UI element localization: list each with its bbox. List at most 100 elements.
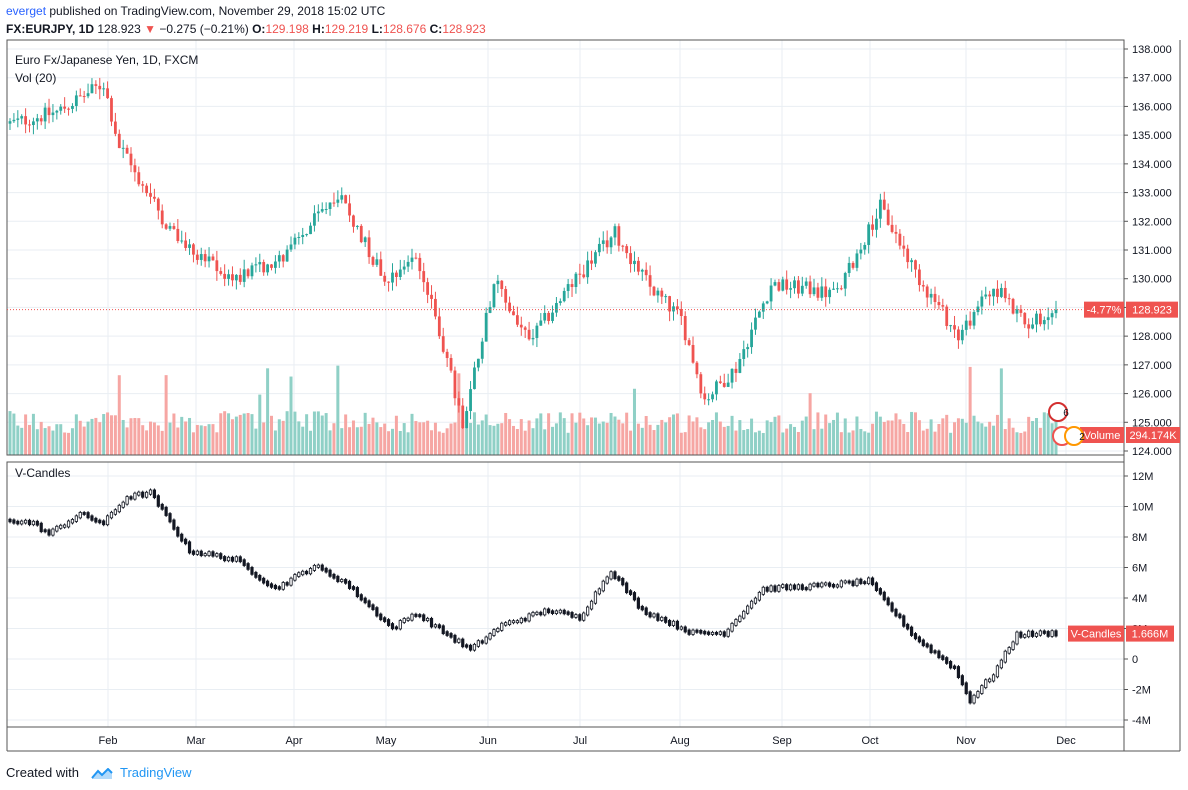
chart-area[interactable]: 138.000 137.000 136.000 135.000 134.000 133.0… xyxy=(0,0,1188,760)
price-candle-body xyxy=(35,118,39,122)
price-candle-body xyxy=(582,274,586,278)
volume-bar xyxy=(781,432,785,455)
price-candle-body xyxy=(188,244,191,248)
vcandle-body xyxy=(293,574,297,581)
vcandle-body xyxy=(449,633,453,638)
volume-bar xyxy=(511,425,515,455)
vcandle-body xyxy=(437,624,441,629)
volume-bar xyxy=(367,423,371,455)
volume-bar xyxy=(355,427,359,455)
vcandle-body xyxy=(305,570,309,575)
volume-bar xyxy=(188,417,192,455)
price-candle-body xyxy=(644,269,648,276)
price-candle-body xyxy=(410,257,414,262)
tradingview-link[interactable]: TradingView xyxy=(120,765,192,780)
price-candle-body xyxy=(98,85,102,90)
price-candle-body xyxy=(882,199,886,210)
vcandle-body xyxy=(1030,630,1035,637)
vcandle-body xyxy=(632,592,637,601)
price-candle-body xyxy=(648,275,652,287)
volume-bar xyxy=(1050,423,1054,455)
price-candle-body xyxy=(90,84,94,94)
price-candle-body xyxy=(816,287,820,298)
volume-bar xyxy=(714,412,718,455)
vcandle-body xyxy=(1050,630,1054,637)
event-marker-icon[interactable] xyxy=(1048,402,1068,422)
volume-bar xyxy=(465,411,469,455)
price-candle-body xyxy=(992,288,995,297)
volume-bar xyxy=(863,431,867,455)
vcandle-body xyxy=(359,594,363,601)
vcandle-body xyxy=(636,597,640,609)
vcandle-body xyxy=(964,682,968,695)
vcandle-body xyxy=(886,597,890,606)
vcandle-body xyxy=(656,613,660,621)
vcandle-body xyxy=(94,517,98,523)
vcandle-body xyxy=(753,597,758,604)
volume-bar xyxy=(793,426,796,455)
vcandle-body xyxy=(297,572,301,577)
price-candle-body xyxy=(500,280,504,290)
price-candle-body xyxy=(355,225,359,227)
symbol-label[interactable]: FX:EURJPY, 1D xyxy=(6,22,95,36)
price-candle-body xyxy=(145,185,149,194)
volume-bar xyxy=(449,423,453,455)
volume-bar xyxy=(761,432,765,455)
volume-bar xyxy=(816,412,820,455)
volume-bar xyxy=(632,388,636,455)
price-tick-label: 124.000 xyxy=(1132,446,1172,458)
event-marker-icon[interactable] xyxy=(1064,426,1084,446)
vcandle-body xyxy=(24,519,28,524)
price-candle-body xyxy=(363,237,367,243)
vcandle-body xyxy=(550,610,555,614)
volume-bar xyxy=(180,416,184,455)
volume-bar xyxy=(348,427,352,455)
vcandle-body xyxy=(137,491,141,496)
price-candle-body xyxy=(484,312,488,342)
price-candle-body xyxy=(515,315,519,325)
last-price-tag xyxy=(1126,301,1178,318)
volume-tag-label: Volume xyxy=(1084,430,1121,442)
volume-bar xyxy=(750,418,754,455)
vcandle-body xyxy=(70,519,75,524)
vcandle-body xyxy=(999,659,1003,669)
vcandle-body xyxy=(613,571,617,580)
price-candle-body xyxy=(804,281,808,286)
vcandle-body xyxy=(921,639,925,647)
volume-bar xyxy=(1007,418,1011,455)
vcandle-body xyxy=(390,623,395,630)
volume-bar xyxy=(843,418,847,455)
volume-value-label: 294.174K xyxy=(1129,430,1177,442)
vcandle-body xyxy=(695,629,699,633)
price-candle-body xyxy=(74,95,78,106)
price-candle-body xyxy=(153,196,156,199)
volume-bar xyxy=(422,422,426,455)
vcandle-body xyxy=(609,571,613,580)
price-candle-body xyxy=(406,261,410,267)
price-candle-body xyxy=(769,285,773,302)
volume-bar xyxy=(871,423,875,455)
price-candle-body xyxy=(519,324,523,328)
volume-bar xyxy=(504,412,508,455)
volume-bar xyxy=(39,421,43,455)
price-candle-body xyxy=(223,273,227,279)
vcandle-body xyxy=(234,556,238,562)
volume-bar xyxy=(1011,427,1015,455)
vcandle-body xyxy=(1019,631,1023,638)
vcandle-body xyxy=(375,607,379,617)
volume-bar xyxy=(1023,431,1027,455)
price-tick-label: 132.000 xyxy=(1132,216,1172,228)
vcandle-body xyxy=(796,584,801,590)
volume-bar xyxy=(28,424,32,455)
vcandle-body xyxy=(980,685,984,694)
vcandle-body xyxy=(207,551,211,557)
price-candle-body xyxy=(195,254,199,260)
vcandle-body xyxy=(74,515,78,522)
volume-bar xyxy=(621,423,625,455)
price-candle-body xyxy=(383,275,387,282)
price-candle-body xyxy=(664,296,668,298)
author-link[interactable]: everget xyxy=(6,4,47,18)
volume-bar xyxy=(137,418,141,455)
price-candle-body xyxy=(668,296,672,312)
volume-bar xyxy=(925,428,929,455)
